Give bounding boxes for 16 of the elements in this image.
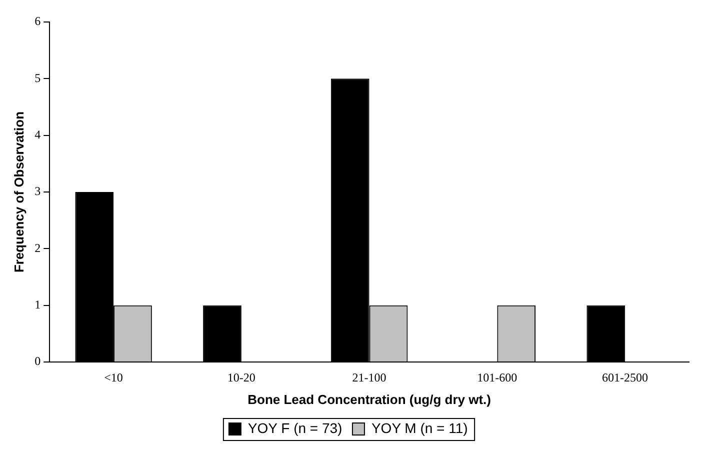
x-tick-label: <10 xyxy=(104,370,123,384)
legend-label: YOY F (n = 73) xyxy=(248,420,342,436)
y-tick-label: 4 xyxy=(34,127,41,142)
y-tick-label: 0 xyxy=(34,354,41,368)
y-tick-label: 6 xyxy=(34,14,41,28)
x-tick-label: 10-20 xyxy=(227,370,256,384)
x-tick-label: 601-2500 xyxy=(602,370,648,384)
y-tick-label: 2 xyxy=(34,240,41,255)
y-tick-label: 3 xyxy=(34,184,41,198)
y-axis-title: Frequency of Observation xyxy=(11,111,26,273)
x-axis-title: Bone Lead Concentration (ug/g dry wt.) xyxy=(248,392,491,407)
x-tick-label: 21-100 xyxy=(352,370,386,384)
legend-label: YOY M (n = 11) xyxy=(371,420,468,436)
y-tick-label: 5 xyxy=(34,70,41,85)
x-tick-label: 101-600 xyxy=(477,370,518,384)
y-tick-label: 1 xyxy=(34,297,41,312)
